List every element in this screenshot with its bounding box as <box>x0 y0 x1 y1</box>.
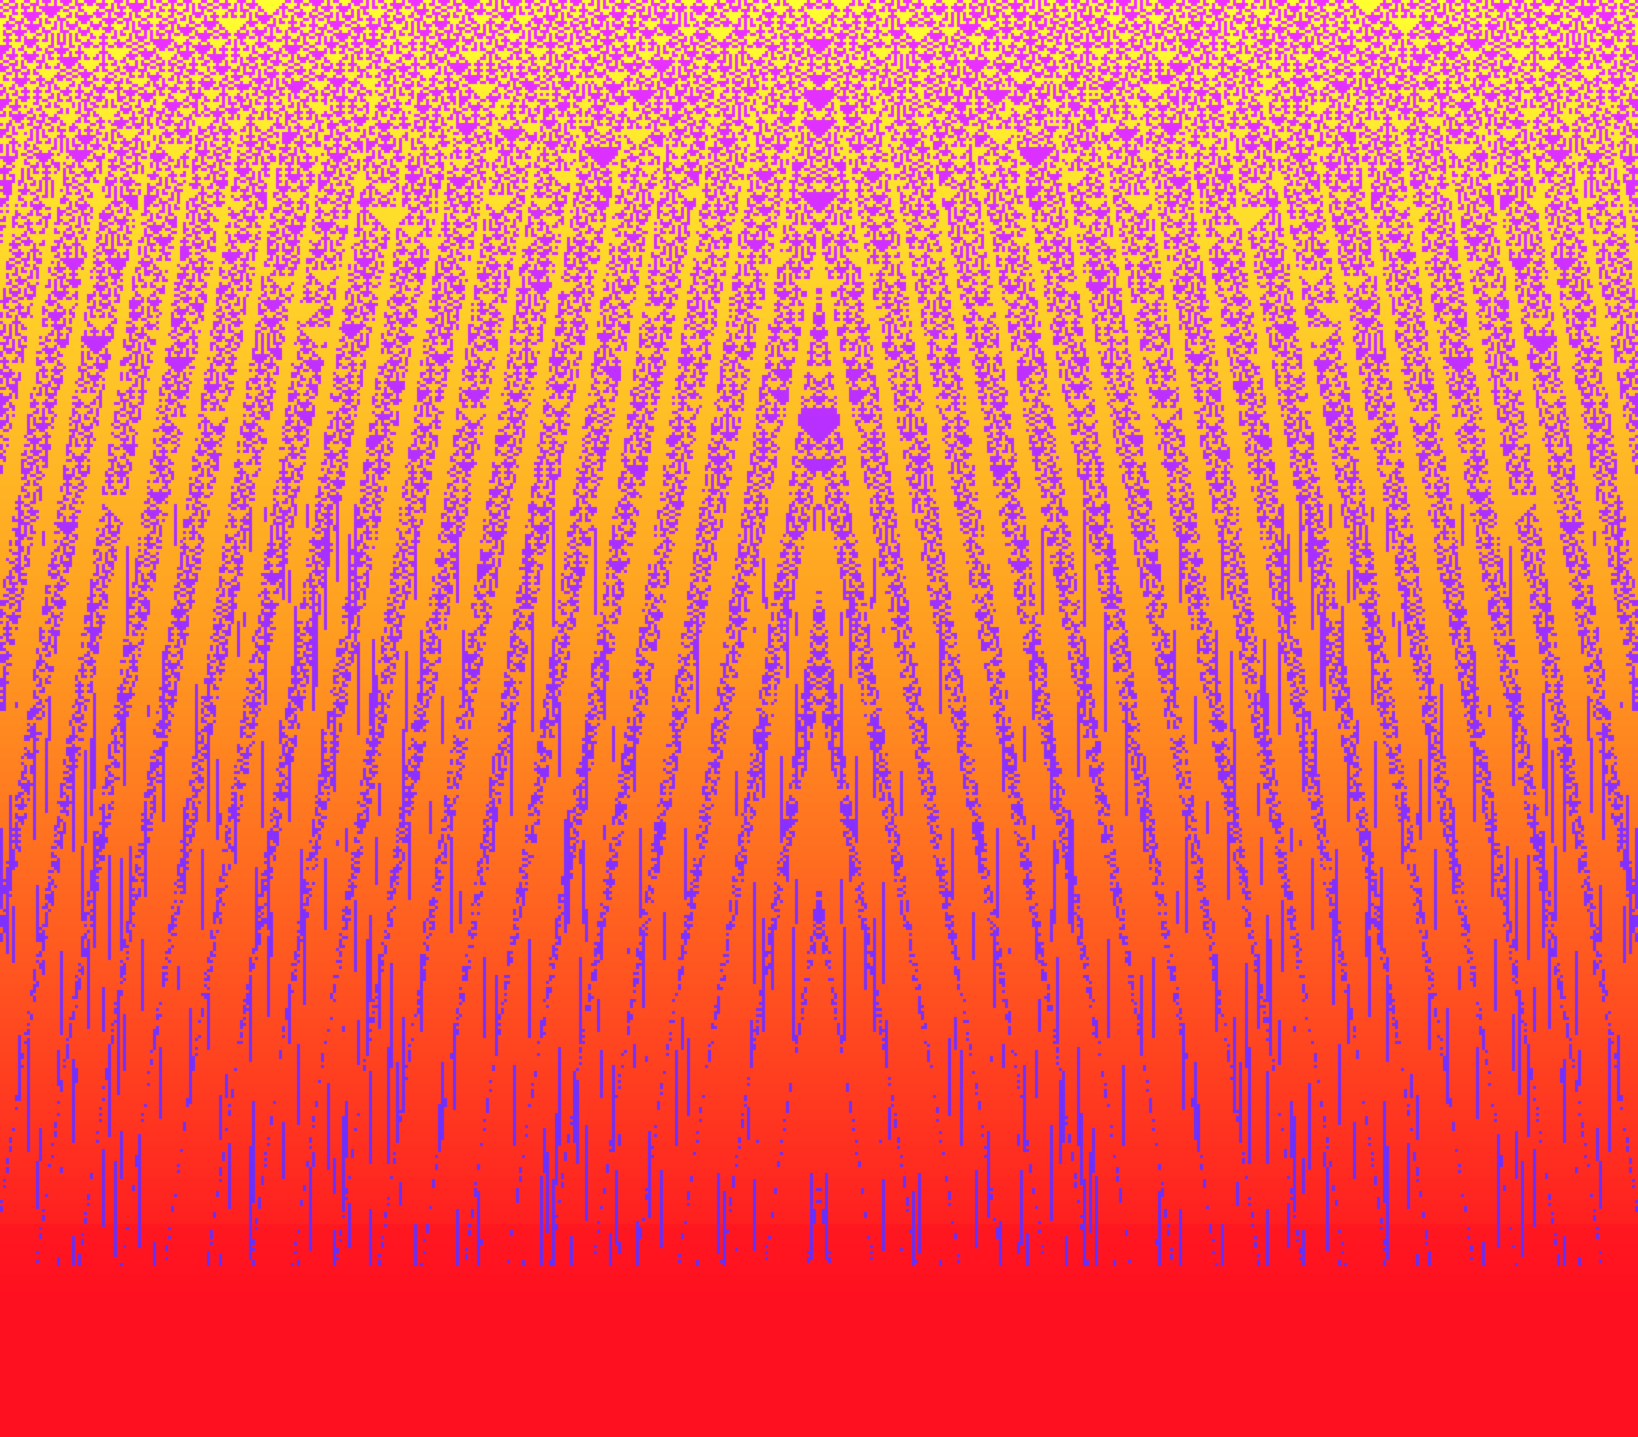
generative-artwork-canvas <box>0 0 1638 1437</box>
